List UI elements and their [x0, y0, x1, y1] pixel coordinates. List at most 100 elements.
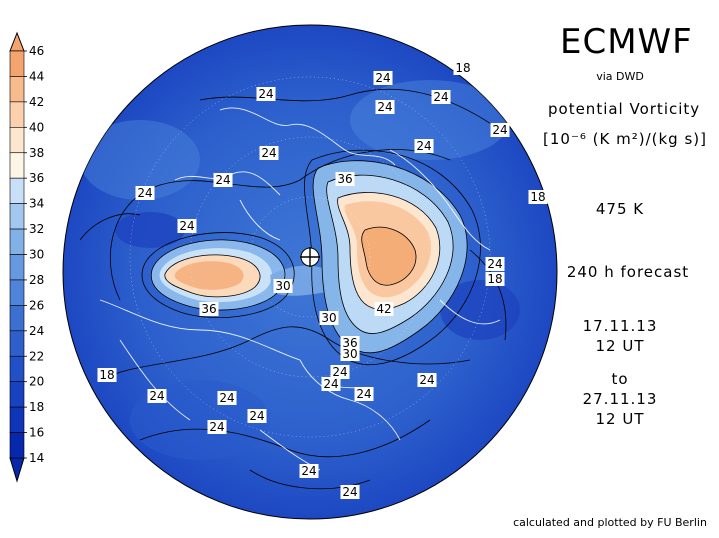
colorbar-tick-label: 16 [29, 426, 44, 440]
colorbar-bin [9, 330, 25, 357]
colorbar-bin [9, 381, 25, 408]
contour-label-box [340, 336, 360, 350]
contour-label: 24 [258, 87, 273, 101]
contour-label: 24 [249, 409, 264, 423]
contour-label: 36 [337, 172, 352, 186]
contour-label-box [417, 373, 437, 387]
contour-label: 24 [323, 377, 338, 391]
contour-label: 24 [492, 123, 507, 137]
colorbar-bin [9, 305, 25, 332]
colorbar-bin [9, 127, 25, 154]
contour-label: 24 [377, 100, 392, 114]
contour-label: 24 [332, 365, 347, 379]
contour-label-box [453, 61, 473, 75]
contour-label: 30 [342, 347, 357, 361]
colorbar-bin [9, 152, 25, 179]
contour-label: 24 [487, 257, 502, 271]
contour-label-box [217, 391, 237, 405]
contour-label-box [335, 172, 355, 186]
contour-lines [79, 88, 507, 490]
colorbar-tick-label: 38 [29, 146, 44, 160]
north-pole-marker [300, 247, 320, 267]
contour-label: 18 [99, 368, 114, 382]
colorbar-bin [9, 279, 25, 306]
init-date: 17.11.13 [582, 317, 658, 335]
credit-line: calculated and plotted by FU Berlin [513, 516, 707, 529]
contour-label-box [259, 146, 279, 160]
contour-label-box [299, 464, 319, 478]
contour-label: 24 [179, 219, 194, 233]
contour-label: 36 [201, 302, 216, 316]
init-time: 12 UT [595, 337, 645, 355]
colorbar-tick-label: 30 [29, 248, 44, 262]
contour-label: 18 [455, 61, 470, 75]
colorbar-tick-label: 44 [29, 69, 44, 83]
colorbar-tick-label: 34 [29, 197, 44, 211]
to-label: to [611, 370, 629, 388]
contour-label: 30 [321, 311, 336, 325]
contour-label: 24 [419, 373, 434, 387]
colorbar-bin [9, 355, 25, 382]
contour-label-box [431, 90, 451, 104]
contour-labels: 2418242424242424182424362418243630304236… [97, 61, 548, 499]
colorbar-tick-label: 20 [29, 375, 44, 389]
contour-label: 24 [215, 173, 230, 187]
contour-label: 24 [356, 387, 371, 401]
contour-label-box [319, 311, 339, 325]
colorbar-bin [9, 101, 25, 128]
contour-label-box [273, 279, 293, 293]
contour-label-box [340, 485, 360, 499]
contour-label-box [340, 347, 360, 361]
contour-label-box [247, 409, 267, 423]
contour-label: 24 [149, 389, 164, 403]
contour-label: 24 [219, 391, 234, 405]
contour-label: 24 [375, 71, 390, 85]
contour-label-box [375, 100, 395, 114]
contour-label: 18 [530, 190, 545, 204]
colorbar-tick-label: 42 [29, 95, 44, 109]
contour-label-box [485, 272, 505, 286]
colorbar-bin [9, 76, 25, 103]
contour-label: 24 [342, 485, 357, 499]
colorbar-tick-label: 46 [29, 44, 44, 58]
contour-label-box [199, 302, 219, 316]
contour-label: 24 [301, 464, 316, 478]
contour-label-box [354, 387, 374, 401]
contour-label-box [321, 377, 341, 391]
contour-label: 30 [275, 279, 290, 293]
colorbar-tick-label: 32 [29, 222, 44, 236]
contour-label-box [485, 257, 505, 271]
contour-label-box [256, 87, 276, 101]
parameter-units: [10⁻⁶ (K m²)/(kg s)] [543, 130, 707, 148]
colorbar-tick-label: 18 [29, 400, 44, 414]
model-title: ECMWF [560, 22, 693, 62]
colorbar-bin [9, 254, 25, 281]
contour-label: 42 [376, 302, 391, 316]
contour-label-box [330, 365, 350, 379]
contour-label-box [490, 123, 510, 137]
contour-label-box [213, 173, 233, 187]
map-disc: 2418242424242424182424362418243630304236… [62, 24, 558, 520]
isentropic-level: 475 K [595, 200, 645, 218]
colorbar-bin [9, 203, 25, 230]
colorbar-tick-label: 14 [29, 451, 44, 465]
parameter-name: potential Vorticity [548, 100, 701, 118]
contour-label: 18 [487, 272, 502, 286]
colorbar-tick-label: 26 [29, 298, 44, 312]
colorbar-tick-label: 40 [29, 120, 44, 134]
colorbar-bin [9, 228, 25, 255]
valid-time: 12 UT [595, 410, 645, 428]
colorbar-bin [9, 177, 25, 204]
colorbar: 46 44 42 40 38 36 34 32 30 28 26 24 22 20 18 16 14 [9, 31, 44, 483]
model-source: via DWD [596, 70, 644, 83]
contour-label-box [177, 219, 197, 233]
colorbar-tick-label: 24 [29, 324, 44, 338]
contour-label-box [147, 389, 167, 403]
contour-label: 36 [342, 336, 357, 350]
contour-label: 24 [137, 186, 152, 200]
colorbar-bin [9, 406, 25, 433]
colorbar-tick-label: 36 [29, 171, 44, 185]
valid-date: 27.11.13 [582, 390, 658, 408]
contour-label-box [374, 302, 394, 316]
